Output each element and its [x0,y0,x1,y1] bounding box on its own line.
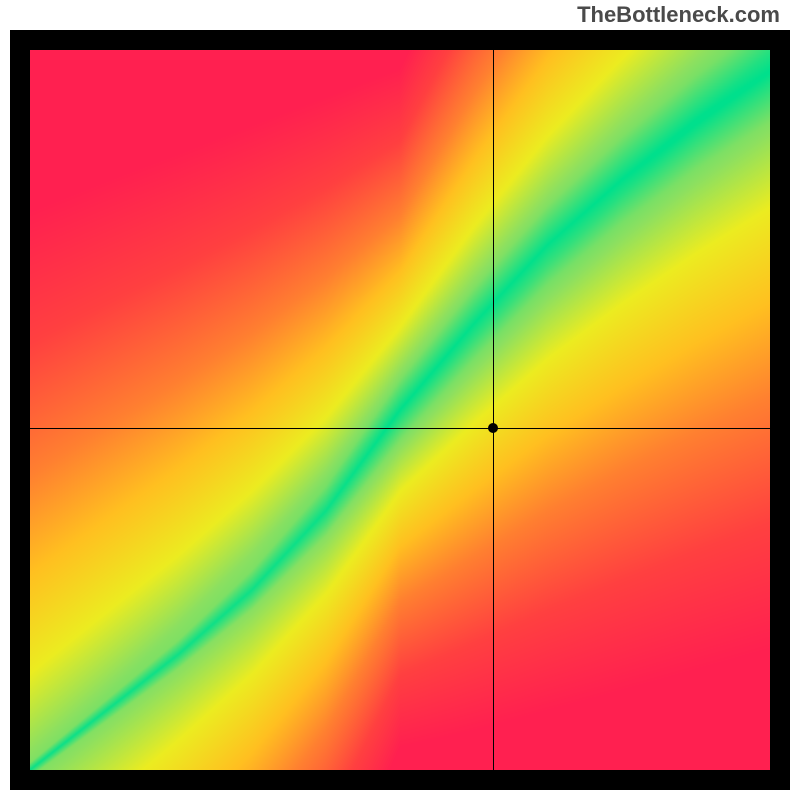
plot-area [30,50,770,770]
crosshair-marker [488,423,498,433]
crosshair-horizontal [30,428,770,429]
watermark-text: TheBottleneck.com [577,2,780,28]
chart-frame [10,30,790,790]
heatmap-canvas [30,50,770,770]
chart-container: TheBottleneck.com [0,0,800,800]
crosshair-vertical [493,50,494,770]
